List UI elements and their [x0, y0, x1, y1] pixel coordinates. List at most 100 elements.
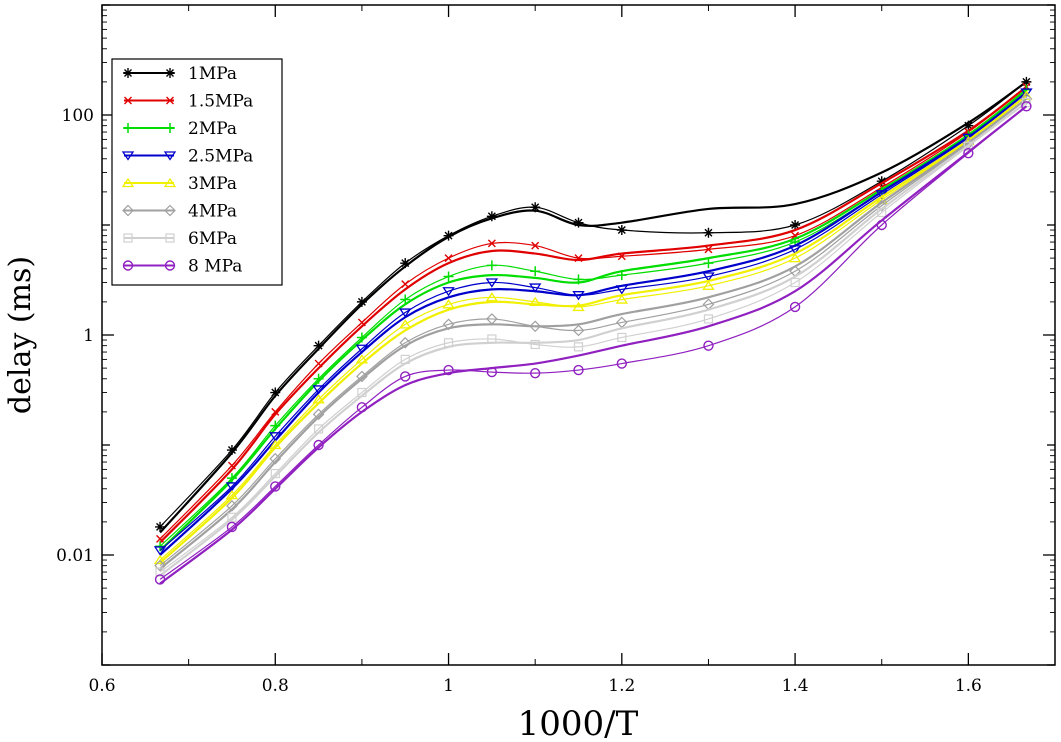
- x-tick-label: 0.6: [88, 676, 115, 696]
- x-tick-label: 0.8: [262, 676, 289, 696]
- legend-marker: [165, 68, 175, 78]
- series-6mpa: [155, 97, 1032, 577]
- data-point: [703, 314, 714, 324]
- x-tick-label: 1.2: [608, 676, 635, 696]
- data-point: [529, 320, 542, 333]
- data-point: [486, 366, 498, 378]
- legend-item: 4MPa: [122, 202, 237, 222]
- data-point: [312, 385, 325, 395]
- data-point: [1021, 76, 1032, 87]
- data-point: [442, 318, 455, 331]
- data-point: [573, 342, 584, 352]
- x-tick-label: 1.6: [955, 676, 982, 696]
- data-point: [531, 241, 540, 250]
- data-point: [155, 541, 166, 552]
- data-point: [153, 554, 167, 565]
- x-tick-label: 1.4: [782, 676, 809, 696]
- data-point: [313, 373, 324, 384]
- data-point: [269, 439, 282, 450]
- data-point: [313, 424, 324, 434]
- data-point: [877, 207, 887, 218]
- y-tick-label: 0.01: [56, 546, 94, 566]
- legend-item: 1.5MPa: [124, 92, 253, 112]
- data-point: [443, 271, 454, 282]
- data-point: [313, 439, 324, 451]
- data-point: [788, 252, 802, 263]
- data-point: [615, 285, 629, 295]
- data-point: [443, 338, 454, 348]
- legend-label: 2.5MPa: [188, 147, 253, 167]
- data-point: [528, 296, 542, 307]
- data-point: [225, 489, 239, 500]
- data-point: [876, 176, 887, 187]
- series-3mpa: [153, 90, 1033, 565]
- data-point: [703, 227, 714, 238]
- data-point: [875, 199, 888, 212]
- y-axis-title: delay (ms): [3, 256, 38, 414]
- series-symbol-line: [159, 101, 1027, 573]
- data-point: [530, 202, 541, 213]
- data-point: [356, 332, 367, 343]
- data-point: [155, 567, 165, 577]
- data-point: [616, 358, 628, 369]
- series-layer: [153, 76, 1033, 585]
- series-model-line: [159, 94, 1028, 564]
- data-point: [1020, 93, 1033, 105]
- legend-marker: [166, 96, 174, 105]
- data-point: [485, 278, 499, 288]
- data-point: [443, 364, 454, 376]
- data-point: [617, 252, 626, 261]
- data-point: [443, 230, 454, 241]
- data-point: [444, 254, 453, 263]
- data-point: [399, 319, 412, 329]
- data-point: [399, 308, 412, 318]
- data-point: [227, 461, 236, 470]
- data-point: [704, 245, 713, 254]
- data-point: [400, 354, 410, 365]
- series-model-line: [159, 86, 1028, 544]
- legend-label: 1MPa: [188, 64, 237, 84]
- data-point: [312, 394, 325, 404]
- legend-item: 6MPa: [123, 229, 237, 249]
- data-point: [270, 387, 281, 398]
- legend-label: 8 MPa: [188, 257, 242, 277]
- data-point: [357, 387, 367, 398]
- data-point: [356, 296, 367, 307]
- legend-marker: [121, 177, 135, 188]
- data-point: [154, 559, 166, 572]
- data-point: [703, 340, 714, 351]
- y-tick-label: 100: [62, 106, 94, 126]
- data-point: [355, 354, 369, 364]
- legend-marker: [163, 151, 177, 161]
- data-point: [155, 521, 166, 532]
- series-1mpa: [155, 76, 1032, 534]
- legend-item: 1MPa: [123, 64, 237, 84]
- data-point: [702, 272, 715, 282]
- data-point: [355, 344, 369, 354]
- legend-label: 2MPa: [188, 119, 237, 139]
- data-point: [963, 141, 973, 151]
- series-1.5mpa: [156, 82, 1031, 544]
- data-point: [789, 301, 801, 313]
- y-tick-label: 1: [83, 326, 94, 346]
- data-point: [400, 258, 411, 269]
- series-model-line: [159, 105, 1028, 585]
- data-point: [226, 445, 237, 456]
- data-point: [356, 370, 368, 383]
- legend-label: 4MPa: [188, 202, 237, 222]
- series-symbol-line: [159, 86, 1027, 540]
- data-point: [270, 420, 281, 431]
- data-point: [487, 334, 497, 344]
- legend-box: [111, 58, 283, 286]
- data-point: [357, 318, 366, 327]
- data-point: [442, 299, 455, 309]
- data-point: [226, 521, 238, 533]
- data-point: [574, 254, 583, 263]
- series-model-line: [159, 80, 1028, 534]
- data-point: [154, 574, 166, 585]
- data-point: [572, 324, 585, 337]
- series-symbol-line: [159, 105, 1027, 580]
- legend-label: 3MPa: [188, 174, 237, 194]
- legend-marker: [123, 68, 133, 78]
